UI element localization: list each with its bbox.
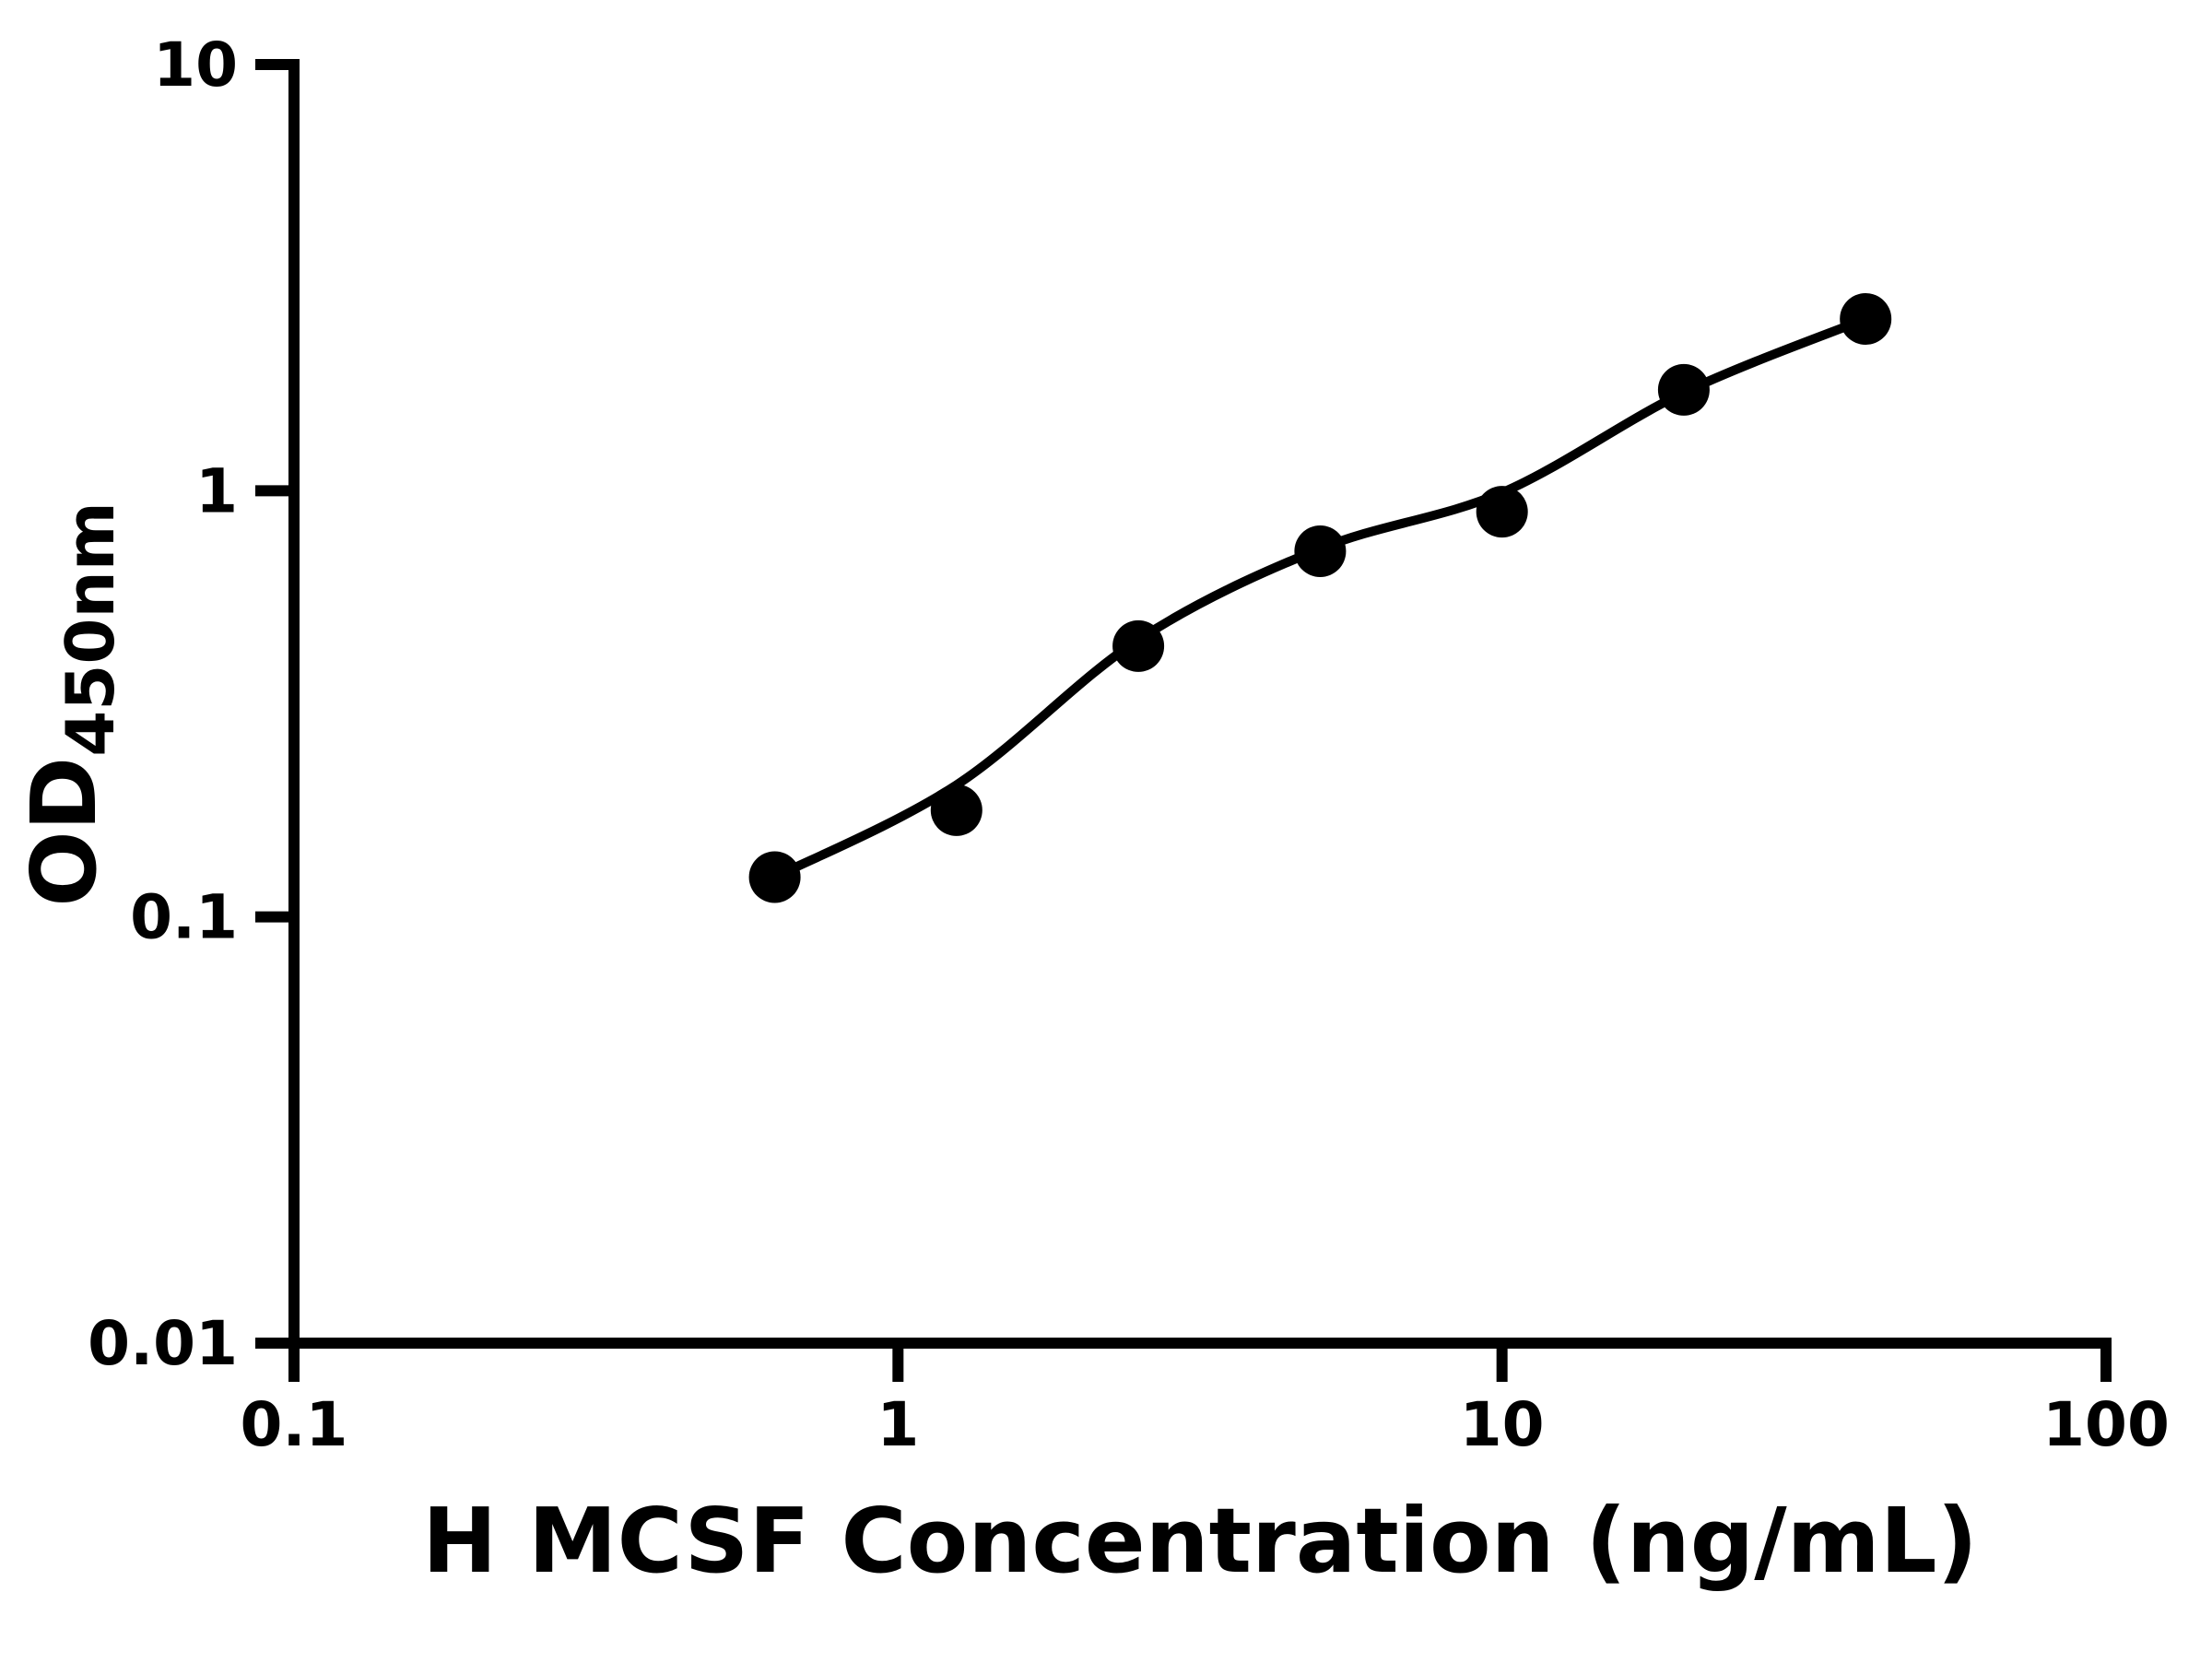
data-point bbox=[1657, 363, 1710, 416]
data-point bbox=[1112, 619, 1165, 672]
x-axis-label: H MCSF Concentration (ng/mL) bbox=[422, 1489, 1978, 1593]
x-tick-label: 1 bbox=[877, 1389, 919, 1460]
y-tick-label: 0.1 bbox=[130, 882, 238, 953]
x-tick-label: 100 bbox=[2042, 1389, 2170, 1460]
y-axis-label-subscript: 450nm bbox=[52, 501, 129, 757]
y-tick-label: 1 bbox=[195, 455, 238, 526]
y-axis-label: OD450nm bbox=[12, 501, 129, 907]
y-axis-label-main: OD bbox=[12, 757, 116, 907]
x-ticks bbox=[288, 1343, 2112, 1382]
y-tick-label: 0.01 bbox=[88, 1308, 238, 1379]
data-point bbox=[930, 784, 982, 836]
data-point bbox=[748, 851, 801, 903]
x-tick-label: 10 bbox=[1460, 1389, 1545, 1460]
x-tick-label: 0.1 bbox=[241, 1389, 348, 1460]
x-tick-labels: 0.1 1 10 100 bbox=[241, 1389, 2170, 1460]
y-tick-label: 10 bbox=[153, 29, 238, 100]
y-tick-labels: 10 1 0.1 0.01 bbox=[88, 29, 238, 1379]
data-point bbox=[1294, 525, 1347, 577]
data-point bbox=[1840, 293, 1892, 345]
axes bbox=[255, 59, 2112, 1382]
data-points bbox=[748, 293, 1892, 903]
y-ticks bbox=[255, 59, 294, 1349]
data-point bbox=[1476, 486, 1528, 538]
axis-spines bbox=[288, 59, 2112, 1349]
